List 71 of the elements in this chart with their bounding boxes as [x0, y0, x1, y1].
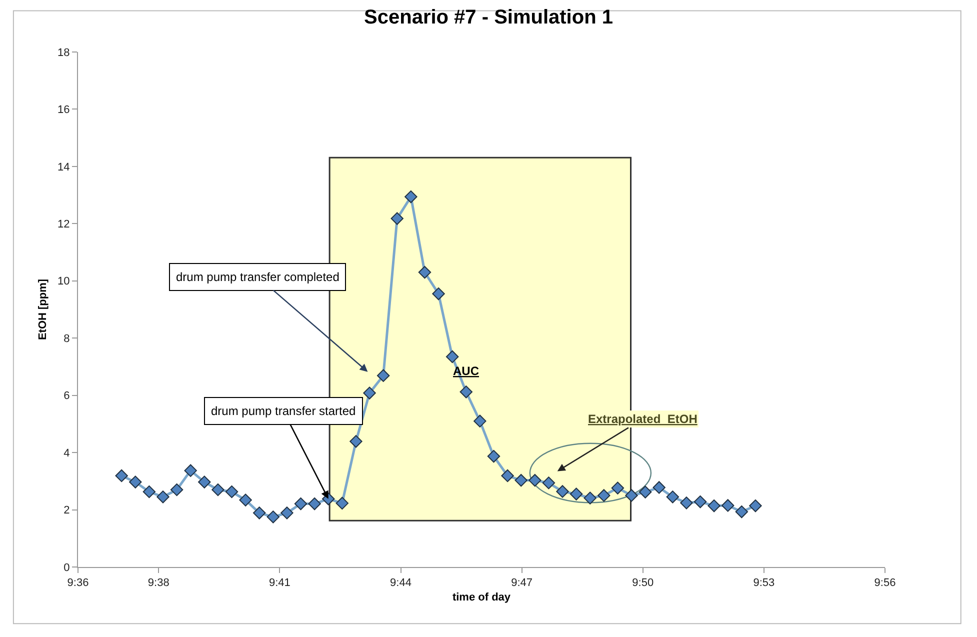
x-tick-label: 9:53 — [753, 577, 775, 590]
x-tick-label: 9:36 — [67, 577, 89, 590]
point — [694, 495, 707, 508]
annotation: drum pump transfer started — [211, 404, 356, 418]
x-tick-label: 9:41 — [268, 577, 290, 590]
x-axis-title: time of day — [452, 591, 512, 604]
y-tick-label: 12 — [58, 218, 70, 231]
point — [280, 506, 294, 520]
point — [722, 499, 734, 512]
annotation: drum pump transfer completed — [176, 270, 340, 284]
y-axis-title: EtOH [ppm] — [37, 278, 50, 340]
point — [501, 469, 514, 482]
point — [376, 369, 390, 382]
point — [336, 496, 349, 510]
point — [611, 482, 624, 494]
point — [404, 190, 418, 204]
y-tick-label: 16 — [58, 104, 70, 116]
point — [198, 476, 211, 488]
point — [749, 499, 762, 512]
point — [212, 483, 224, 496]
point — [129, 476, 142, 488]
x-tick-label: 9:44 — [390, 577, 412, 590]
point — [418, 266, 432, 279]
y-tick-label: 4 — [64, 447, 70, 460]
band-label: AUC — [453, 364, 480, 378]
point — [514, 474, 528, 487]
y-tick-label: 6 — [64, 390, 70, 402]
y-tick-label: 2 — [64, 504, 70, 517]
point — [350, 435, 362, 448]
point — [308, 497, 321, 510]
point — [598, 489, 610, 502]
point — [625, 489, 638, 502]
point — [460, 386, 472, 398]
y-tick-label: 14 — [58, 161, 70, 174]
point — [584, 492, 596, 504]
point — [294, 497, 308, 510]
point — [638, 486, 652, 498]
point — [446, 350, 459, 364]
point — [363, 386, 376, 400]
point — [170, 483, 184, 496]
y-tick-label: 10 — [58, 276, 70, 288]
point — [570, 488, 583, 500]
x-tick-label: 9:38 — [148, 577, 170, 590]
chart-title: Scenario #7 - Simulation 1 — [364, 6, 613, 29]
point — [474, 414, 486, 428]
point — [184, 464, 197, 477]
point — [142, 485, 156, 498]
point — [266, 510, 280, 524]
point — [487, 450, 500, 463]
annotation: Extrapolated EtOH — [588, 412, 698, 426]
x-tick-label: 9:56 — [874, 577, 896, 590]
point — [542, 476, 556, 490]
x-tick-label: 9:47 — [511, 577, 533, 590]
y-tick-label: 8 — [64, 332, 70, 345]
y-tick-label: 18 — [58, 46, 70, 59]
y-tick-label: 0 — [64, 562, 70, 574]
point — [239, 494, 252, 506]
point — [735, 505, 748, 518]
point — [225, 485, 238, 498]
x-tick-label: 9:50 — [632, 577, 654, 590]
point — [708, 499, 720, 512]
point — [156, 490, 170, 504]
point — [652, 481, 666, 494]
point — [390, 212, 404, 225]
point — [666, 490, 680, 504]
point — [528, 474, 542, 487]
point — [115, 469, 128, 482]
point — [253, 506, 266, 520]
point — [432, 287, 445, 300]
point — [680, 496, 693, 510]
point — [556, 485, 569, 498]
